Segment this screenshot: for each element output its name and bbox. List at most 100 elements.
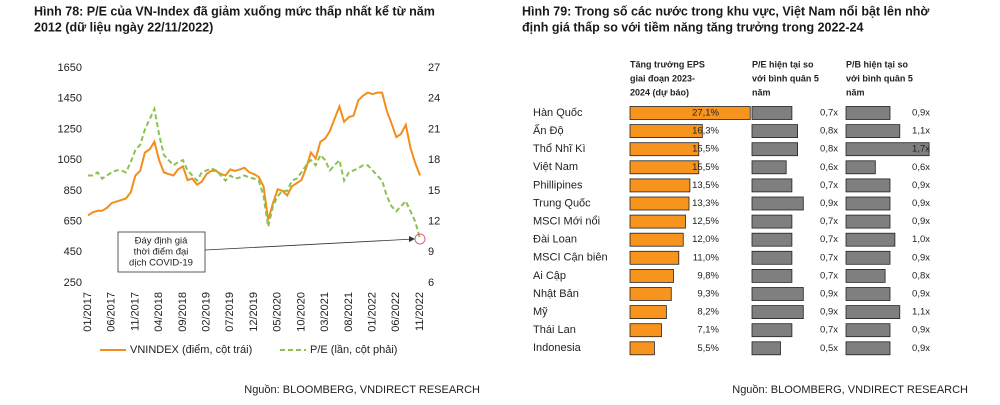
bar: [751, 178, 793, 193]
value-label: 0,6x: [912, 162, 930, 173]
bar: [845, 142, 930, 157]
column-header: P/E hiện tại so: [752, 59, 814, 69]
annotation-text: thời điểm đại: [134, 247, 189, 258]
y-tick-label: 1250: [58, 123, 82, 135]
x-tick-label: 06/2022: [390, 292, 402, 332]
value-label: 0,8x: [912, 270, 930, 281]
y2-tick-label: 12: [428, 215, 440, 227]
legend-label: VNINDEX (điểm, cột trái): [130, 344, 252, 356]
x-tick-label: 09/2018: [177, 292, 189, 332]
bar: [751, 232, 793, 247]
bar: [751, 323, 793, 338]
annotation-text: dịch COVID-19: [129, 258, 193, 269]
chart-title: 2012 (dữ liệu ngày 22/11/2022): [34, 20, 213, 34]
value-label: 0,9x: [820, 198, 838, 209]
column-header: giai đoạn 2023-: [630, 73, 695, 83]
value-label: 0,7x: [820, 108, 838, 119]
column-header: P/B hiện tại so: [846, 59, 909, 69]
column-header: với bình quân 5: [752, 73, 819, 83]
bar: [629, 250, 680, 265]
value-label: 9,3%: [697, 289, 719, 300]
chart-title: Hình 78: P/E của VN-Index đã giảm xuống …: [34, 4, 435, 18]
category-label: Indonesia: [533, 342, 582, 354]
source: Nguồn: BLOOMBERG, VNDIRECT RESEARCH: [732, 384, 968, 396]
column-header: 2024 (dự báo): [630, 87, 689, 97]
bar: [845, 305, 901, 320]
value-label: 0,7x: [820, 216, 838, 227]
annotation-arrowhead: [409, 235, 415, 242]
y-tick-label: 1050: [58, 154, 82, 166]
category-label: Phillipines: [533, 179, 583, 191]
value-label: 0,9x: [820, 307, 838, 318]
value-label: 1,1x: [912, 307, 930, 318]
y2-tick-label: 24: [428, 93, 440, 105]
value-label: 0,9x: [820, 289, 838, 300]
value-label: 27,1%: [692, 108, 719, 119]
value-label: 0,7x: [820, 180, 838, 191]
bar: [845, 160, 876, 175]
value-label: 0,9x: [912, 289, 930, 300]
value-label: 0,7x: [820, 325, 838, 336]
category-label: Thái Lan: [533, 324, 576, 336]
x-tick-label: 10/2020: [295, 292, 307, 332]
bar: [629, 323, 662, 338]
bar: [845, 124, 901, 138]
x-tick-label: 02/2019: [200, 292, 212, 332]
series-line: [87, 91, 421, 221]
value-label: 0,9x: [912, 252, 930, 263]
value-label: 0,9x: [912, 108, 930, 119]
bar: [845, 196, 891, 211]
bar: [751, 250, 793, 265]
bar: [751, 124, 798, 138]
bar: [629, 341, 655, 356]
bar: [751, 305, 804, 320]
bar: [845, 341, 891, 356]
series-line: [88, 105, 421, 240]
y-tick-label: 650: [64, 215, 82, 227]
legend-label: P/E (lần, cột phải): [310, 344, 397, 356]
bar: [751, 341, 781, 356]
bar: [845, 178, 891, 193]
bar: [751, 214, 793, 229]
chart-title: Hình 79: Trong số các nước trong khu vực…: [522, 4, 929, 18]
value-label: 0,5x: [820, 343, 838, 354]
y2-tick-label: 27: [428, 62, 440, 74]
bar: [751, 287, 804, 301]
x-tick-label: 07/2019: [224, 292, 236, 332]
y2-tick-label: 6: [428, 277, 434, 289]
y-tick-label: 250: [64, 277, 82, 289]
bar: [845, 232, 896, 247]
bar: [751, 268, 793, 283]
x-tick-label: 03/2021: [319, 292, 331, 332]
bar: [629, 196, 690, 211]
x-tick-label: 01/2022: [366, 292, 378, 332]
y-tick-label: 1450: [58, 93, 82, 105]
value-label: 9,8%: [697, 270, 719, 281]
value-label: 15,5%: [692, 144, 719, 155]
category-label: Nhật Bản: [533, 288, 579, 300]
bar: [629, 232, 684, 247]
value-label: 0,9x: [912, 198, 930, 209]
value-label: 15,5%: [692, 162, 719, 173]
value-label: 0,9x: [912, 343, 930, 354]
value-label: 0,8x: [820, 126, 838, 137]
bar: [751, 106, 793, 120]
bar: [629, 287, 672, 301]
category-label: Mỹ: [533, 306, 548, 318]
value-label: 0,9x: [912, 325, 930, 336]
category-label: Trung Quốc: [533, 197, 591, 209]
bar: [845, 106, 891, 120]
bar: [629, 214, 686, 229]
column-header: Tăng trưởng EPS: [630, 59, 705, 69]
annotation-text: Đáy định giá: [135, 236, 189, 247]
x-tick-label: 11/2022: [414, 292, 426, 331]
value-label: 1,0x: [912, 234, 930, 245]
bar: [629, 178, 691, 193]
value-label: 13,5%: [692, 180, 719, 191]
category-label: Đài Loan: [533, 234, 577, 246]
bar: [845, 287, 891, 301]
category-label: MSCI Mới nổi: [533, 216, 600, 228]
y-tick-label: 850: [64, 185, 82, 197]
value-label: 0,7x: [820, 252, 838, 263]
